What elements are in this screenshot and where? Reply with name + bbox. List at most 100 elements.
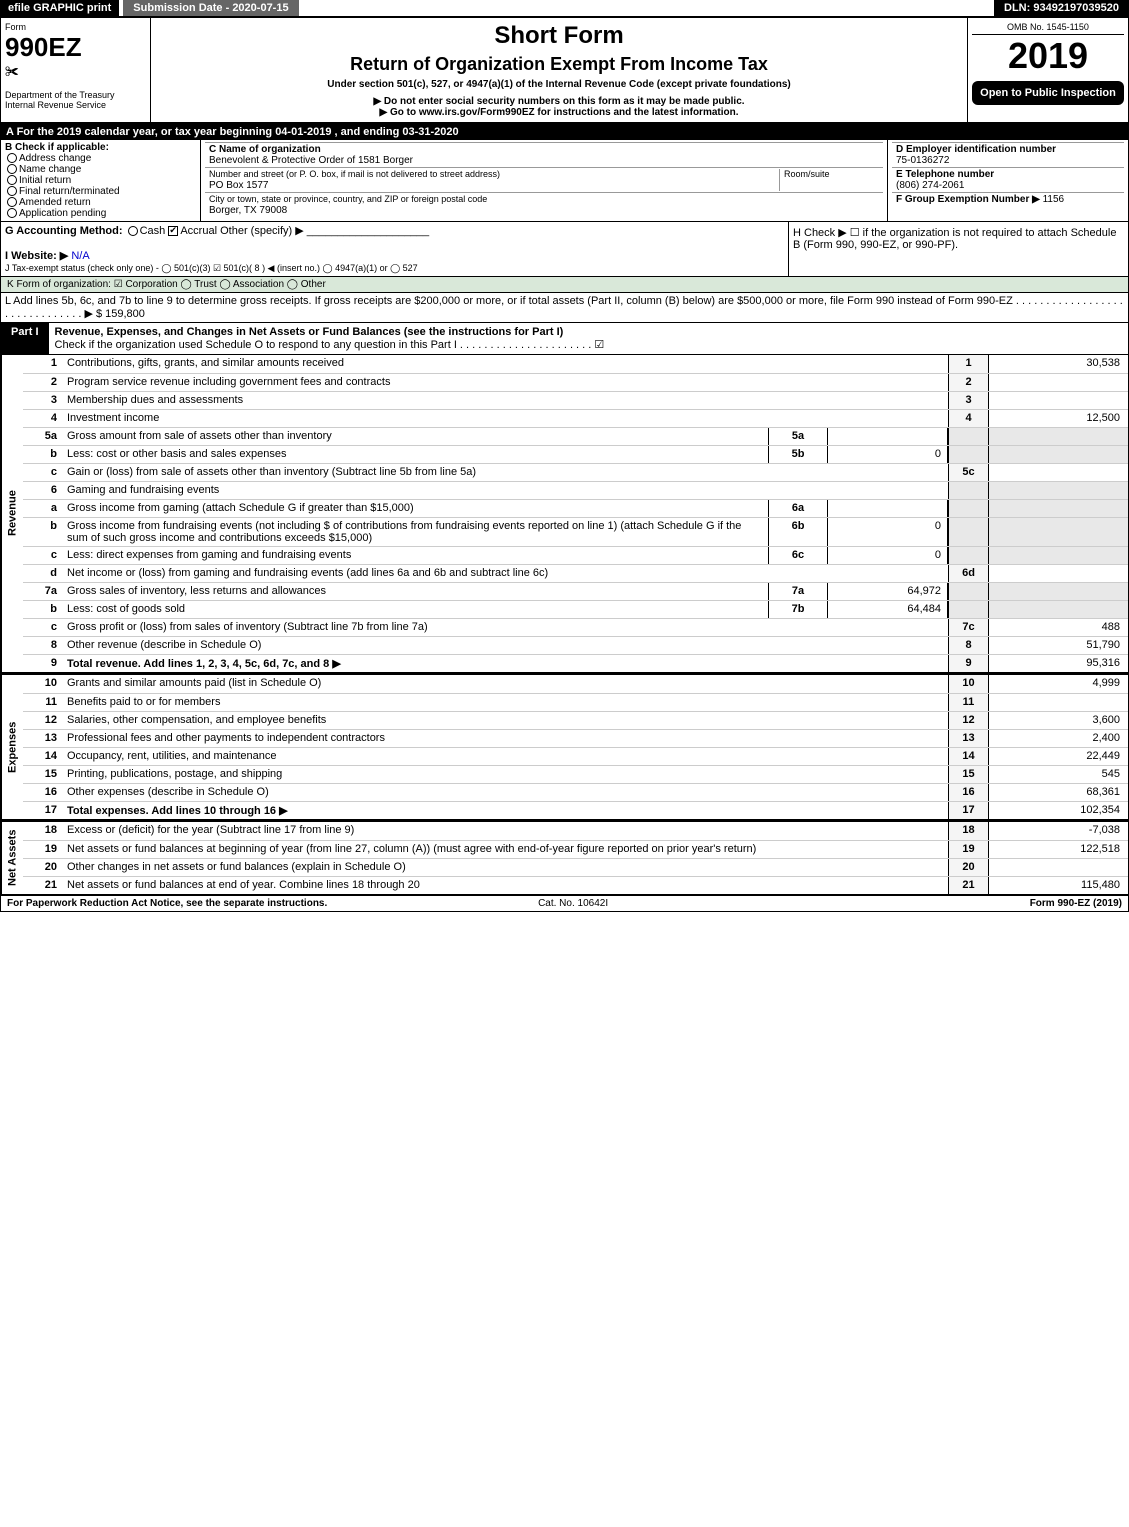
line-desc: Gain or (loss) from sale of assets other… [63,464,948,481]
line-17: 17Total expenses. Add lines 10 through 1… [23,801,1128,819]
mid-label: 5b [768,446,828,463]
cb-initial-return[interactable] [7,175,17,185]
num-col: 5c [948,464,988,481]
cb-accrual[interactable] [168,226,178,236]
line-desc: Excess or (deficit) for the year (Subtra… [63,822,948,840]
row-j: J Tax-exempt status (check only one) - ◯… [5,263,418,273]
goto-link[interactable]: ▶ Go to www.irs.gov/Form990EZ for instru… [157,107,961,118]
num-col: 10 [948,675,988,693]
line-desc: Gross profit or (loss) from sales of inv… [63,619,948,636]
form-label: Form [5,22,146,32]
cb-final-return[interactable] [7,186,17,196]
side-expenses: Expenses [1,675,23,819]
line-desc: Printing, publications, postage, and shi… [63,766,948,783]
group-number: 1156 [1043,194,1065,205]
num-col [948,547,988,564]
line-num: 12 [23,712,63,729]
rb-cash[interactable] [128,226,138,236]
lbl-final-return: Final return/terminated [19,186,120,197]
do-not-enter: ▶ Do not enter social security numbers o… [157,96,961,107]
mid-value: 64,972 [828,583,948,600]
row-l: L Add lines 5b, 6c, and 7b to line 9 to … [0,293,1129,323]
part1-title: Revenue, Expenses, and Changes in Net As… [55,326,564,338]
line-desc: Gross income from gaming (attach Schedul… [63,500,768,517]
val-col [988,392,1128,409]
line-num: d [23,565,63,582]
tel-label: E Telephone number [896,169,994,180]
expenses-grid: Expenses 10Grants and similar amounts pa… [0,673,1129,820]
footer-mid: Cat. No. 10642I [538,898,608,909]
efile-label[interactable]: efile GRAPHIC print [0,0,119,16]
cb-name-change[interactable] [7,164,17,174]
street: PO Box 1577 [209,180,268,191]
line-19: 19Net assets or fund balances at beginni… [23,840,1128,858]
line-20: 20Other changes in net assets or fund ba… [23,858,1128,876]
lbl-amended: Amended return [19,197,91,208]
line-num: a [23,500,63,517]
footer: For Paperwork Reduction Act Notice, see … [0,895,1129,912]
val-col [988,482,1128,499]
num-col: 20 [948,859,988,876]
lbl-cash: Cash [140,225,166,237]
val-col [988,500,1128,517]
line-desc: Less: direct expenses from gaming and fu… [63,547,768,564]
box-d: D Employer identification number75-01362… [888,140,1128,221]
line-desc: Total revenue. Add lines 1, 2, 3, 4, 5c,… [63,655,948,672]
line-num: 6 [23,482,63,499]
line-num: 21 [23,877,63,894]
line-num: 20 [23,859,63,876]
line-c: cGain or (loss) from sale of assets othe… [23,463,1128,481]
num-col [948,583,988,600]
line-16: 16Other expenses (describe in Schedule O… [23,783,1128,801]
cb-amended[interactable] [7,197,17,207]
val-col: 68,361 [988,784,1128,801]
line-10: 10Grants and similar amounts paid (list … [23,675,1128,693]
line-num: b [23,601,63,618]
footer-left: For Paperwork Reduction Act Notice, see … [7,898,327,909]
c-name-label: C Name of organization [209,144,321,155]
num-col [948,428,988,445]
mid-label: 7b [768,601,828,618]
line-1: 1Contributions, gifts, grants, and simil… [23,355,1128,373]
val-col [988,464,1128,481]
form-header: Form 990EZ ✀ Department of the Treasury … [0,17,1129,123]
g-label: G Accounting Method: [5,225,123,237]
line-num: b [23,518,63,546]
line-num: 2 [23,374,63,391]
short-form-title: Short Form [157,22,961,50]
line-b: bLess: cost of goods sold7b64,484 [23,600,1128,618]
line-num: 11 [23,694,63,711]
num-col: 9 [948,655,988,672]
part1-label: Part I [1,323,49,354]
ein-label: D Employer identification number [896,144,1056,155]
row-k: K Form of organization: ☑ Corporation ◯ … [0,277,1129,293]
num-col: 7c [948,619,988,636]
cb-address-change[interactable] [7,153,17,163]
cb-app-pending[interactable] [7,208,17,218]
website-link[interactable]: N/A [71,250,89,262]
num-col: 2 [948,374,988,391]
footer-right: Form 990-EZ (2019) [1030,898,1122,909]
line-7a: 7aGross sales of inventory, less returns… [23,582,1128,600]
subtitle: Return of Organization Exempt From Incom… [157,54,961,75]
mid-label: 5a [768,428,828,445]
line-8: 8Other revenue (describe in Schedule O)8… [23,636,1128,654]
line-desc: Occupancy, rent, utilities, and maintena… [63,748,948,765]
val-col [988,583,1128,600]
mid-label: 7a [768,583,828,600]
val-col [988,518,1128,546]
line-num: 9 [23,655,63,672]
val-col [988,565,1128,582]
irs-line: Internal Revenue Service [5,100,146,110]
line-desc: Professional fees and other payments to … [63,730,948,747]
num-col [948,601,988,618]
line-desc: Net income or (loss) from gaming and fun… [63,565,948,582]
submission-date: Submission Date - 2020-07-15 [123,0,298,16]
num-col: 6d [948,565,988,582]
val-col [988,859,1128,876]
row-bcd: B Check if applicable: Address change Na… [0,140,1129,222]
line-desc: Other changes in net assets or fund bala… [63,859,948,876]
val-col: 95,316 [988,655,1128,672]
line-d: dNet income or (loss) from gaming and fu… [23,564,1128,582]
val-col: 115,480 [988,877,1128,894]
